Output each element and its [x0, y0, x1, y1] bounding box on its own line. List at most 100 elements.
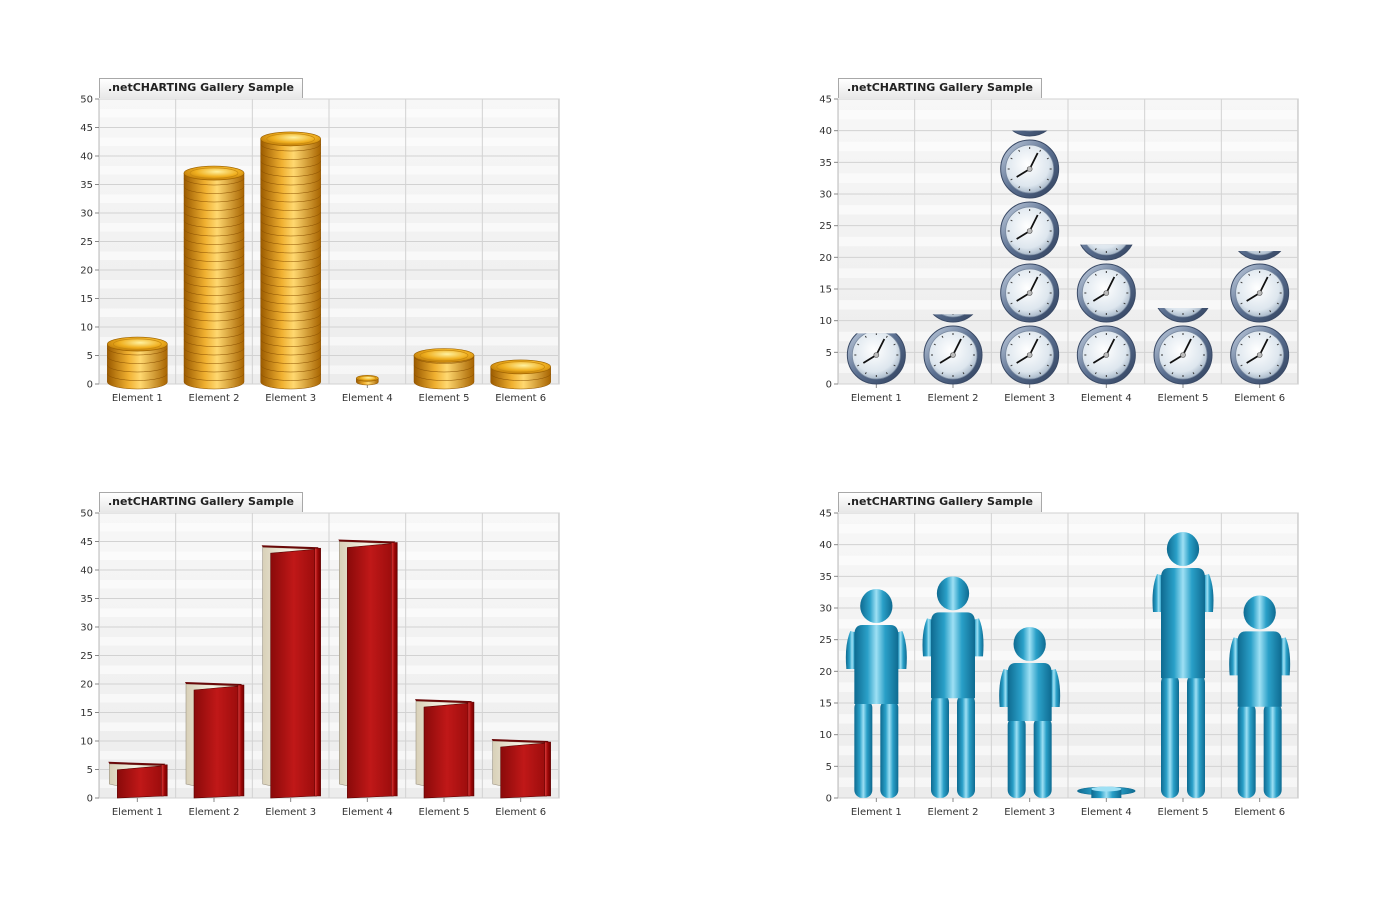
y-tick-label: 5 — [87, 765, 93, 776]
y-tick-label: 10 — [80, 323, 93, 334]
x-tick-label: Element 6 — [1234, 393, 1285, 404]
x-tick-label: Element 5 — [1158, 393, 1209, 404]
x-tick-label: Element 5 — [419, 393, 470, 404]
y-tick-label: 15 — [819, 699, 832, 710]
coin-stack-bar — [356, 374, 379, 386]
y-tick-label: 25 — [819, 221, 832, 232]
y-tick-label: 5 — [87, 351, 93, 362]
chart-title: .netCHARTING Gallery Sample — [99, 78, 303, 98]
clock-stack-bar — [1000, 130, 1060, 385]
y-tick-label: 45 — [80, 537, 93, 548]
book-bar — [491, 739, 551, 799]
x-tick-label: Element 2 — [189, 393, 240, 404]
y-tick-label: 20 — [80, 266, 93, 277]
y-tick-label: 40 — [819, 540, 832, 551]
y-tick-label: 25 — [80, 237, 93, 248]
y-tick-label: 30 — [819, 190, 832, 201]
person-bar — [1077, 786, 1136, 798]
y-tick-label: 50 — [80, 509, 93, 520]
x-tick-label: Element 5 — [419, 807, 470, 818]
x-tick-label: Element 3 — [1004, 807, 1055, 818]
x-tick-label: Element 6 — [1234, 807, 1285, 818]
x-tick-label: Element 1 — [851, 807, 902, 818]
y-tick-label: 10 — [819, 730, 832, 741]
coin-stack-bar — [107, 336, 168, 390]
clock-stack-bar — [923, 314, 983, 385]
clock-chart-svg: 0 5 10 15 20 25 30 35 40 45 Element 1 Element 2 Elem… — [819, 95, 1299, 404]
y-tick-label: 35 — [80, 594, 93, 605]
y-tick-label: 0 — [826, 794, 832, 805]
y-tick-label: 30 — [80, 209, 93, 220]
person-chart-svg: 0 5 10 15 20 25 30 35 40 45 Element 1 Element 2 Elem… — [819, 509, 1299, 818]
y-tick-label: 10 — [80, 737, 93, 748]
x-tick-label: Element 6 — [495, 393, 546, 404]
person-bar — [845, 589, 907, 798]
chart-panel-clocks: .netCHARTING Gallery Sample 0 5 10 15 20 25 30… — [809, 78, 1369, 458]
x-tick-label: Element 3 — [1004, 393, 1055, 404]
x-tick-label: Element 1 — [112, 807, 163, 818]
person-bar — [922, 576, 984, 798]
x-tick-label: Element 2 — [928, 393, 979, 404]
clock-stack-bar — [846, 333, 906, 385]
y-tick-label: 15 — [819, 285, 832, 296]
x-tick-label: Element 3 — [265, 807, 316, 818]
chart-title: .netCHARTING Gallery Sample — [838, 492, 1042, 512]
chart-panel-books: .netCHARTING Gallery Sample 0 5 10 15 20 25 30… — [70, 492, 630, 872]
book-bar — [185, 682, 245, 799]
clock-stack-bar — [1230, 251, 1290, 385]
clock-stack-bar — [1153, 308, 1213, 385]
coin-stack-bar — [413, 348, 475, 390]
y-tick-label: 10 — [819, 316, 832, 327]
person-bar — [1152, 532, 1214, 798]
chart-title: .netCHARTING Gallery Sample — [99, 492, 303, 512]
x-tick-label: Element 4 — [1081, 393, 1132, 404]
y-tick-label: 20 — [80, 680, 93, 691]
clock-stack-bar — [1076, 244, 1136, 385]
y-tick-label: 5 — [826, 348, 832, 359]
y-tick-label: 40 — [80, 566, 93, 577]
coin-stack-bar — [183, 165, 245, 390]
y-tick-label: 15 — [80, 294, 93, 305]
chart-title: .netCHARTING Gallery Sample — [838, 78, 1042, 98]
y-tick-label: 0 — [826, 380, 832, 391]
chart-panel-coins: .netCHARTING Gallery Sample 0 5 10 15 20 25 30… — [70, 78, 630, 458]
x-tick-label: Element 6 — [495, 807, 546, 818]
y-tick-label: 40 — [819, 126, 832, 137]
x-tick-label: Element 1 — [112, 393, 163, 404]
x-tick-label: Element 4 — [342, 807, 393, 818]
y-tick-label: 45 — [80, 123, 93, 134]
book-chart-svg: 0 5 10 15 20 25 30 35 40 45 50 Element 1 Element 2 El… — [80, 509, 560, 818]
y-tick-label: 45 — [819, 95, 832, 106]
y-tick-label: 0 — [87, 794, 93, 805]
person-bar — [1229, 595, 1291, 798]
coin-stack-bar — [490, 359, 551, 390]
x-tick-label: Element 4 — [342, 393, 393, 404]
y-tick-label: 35 — [80, 180, 93, 191]
book-bar — [415, 699, 475, 799]
x-tick-label: Element 5 — [1158, 807, 1209, 818]
y-tick-label: 35 — [819, 158, 832, 169]
y-tick-label: 15 — [80, 708, 93, 719]
person-bar — [999, 627, 1061, 798]
y-tick-label: 20 — [819, 667, 832, 678]
x-tick-label: Element 4 — [1081, 807, 1132, 818]
x-tick-label: Element 3 — [265, 393, 316, 404]
book-bar — [108, 761, 168, 799]
coin-stack-bar — [260, 131, 321, 390]
book-bar — [338, 539, 398, 799]
x-tick-label: Element 1 — [851, 393, 902, 404]
y-tick-label: 45 — [819, 509, 832, 520]
y-tick-label: 40 — [80, 152, 93, 163]
y-tick-label: 0 — [87, 380, 93, 391]
x-tick-label: Element 2 — [928, 807, 979, 818]
y-tick-label: 30 — [819, 604, 832, 615]
y-tick-label: 25 — [80, 651, 93, 662]
y-tick-label: 35 — [819, 572, 832, 583]
y-tick-label: 30 — [80, 623, 93, 634]
y-tick-label: 5 — [826, 762, 832, 773]
y-tick-label: 25 — [819, 635, 832, 646]
y-tick-label: 20 — [819, 253, 832, 264]
chart-panel-people: .netCHARTING Gallery Sample 0 5 10 15 20 25 30… — [809, 492, 1369, 872]
coin-chart-svg: 0 5 10 15 20 25 30 35 40 45 50 Element 1 Element 2 El… — [80, 95, 560, 404]
y-tick-label: 50 — [80, 95, 93, 106]
